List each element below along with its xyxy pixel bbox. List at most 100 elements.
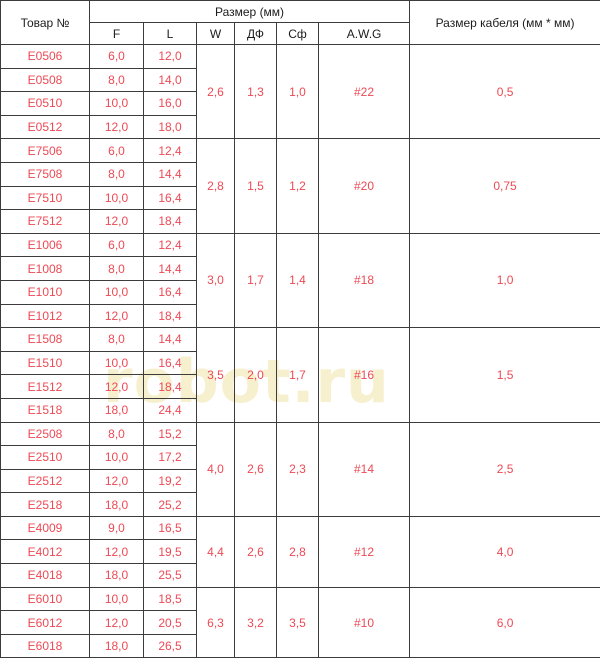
cell-awg: #14 bbox=[319, 422, 410, 516]
cell-f: 12,0 bbox=[90, 304, 144, 328]
cell-item-no: E1508 bbox=[1, 328, 90, 352]
cell-f: 8,0 bbox=[90, 162, 144, 186]
header-cable-size: Размер кабеля (мм * мм) bbox=[410, 1, 600, 45]
cell-item-no: E6012 bbox=[1, 611, 90, 635]
cell-f: 10,0 bbox=[90, 351, 144, 375]
cell-df: 2,6 bbox=[235, 422, 277, 516]
cell-l: 16,5 bbox=[144, 516, 197, 540]
header-sub-cf: Сф bbox=[277, 23, 319, 45]
cell-f: 10,0 bbox=[90, 280, 144, 304]
cell-l: 18,4 bbox=[144, 375, 197, 399]
header-row-top: Товар № Размер (мм) Размер кабеля (мм * … bbox=[1, 1, 600, 23]
cell-df: 3,2 bbox=[235, 587, 277, 658]
cell-awg: #20 bbox=[319, 139, 410, 233]
cell-item-no: E7512 bbox=[1, 210, 90, 234]
cell-l: 19,2 bbox=[144, 469, 197, 493]
cell-item-no: E1010 bbox=[1, 280, 90, 304]
cell-item-no: E1008 bbox=[1, 257, 90, 281]
cell-df: 1,5 bbox=[235, 139, 277, 233]
cell-item-no: E7506 bbox=[1, 139, 90, 163]
cell-item-no: E1012 bbox=[1, 304, 90, 328]
cell-df: 2,0 bbox=[235, 328, 277, 422]
cell-item-no: E0512 bbox=[1, 115, 90, 139]
cell-f: 8,0 bbox=[90, 68, 144, 92]
cell-cf: 1,0 bbox=[277, 45, 319, 139]
cell-cf: 1,4 bbox=[277, 233, 319, 327]
cell-cable-size: 0,75 bbox=[410, 139, 600, 233]
cell-l: 14,4 bbox=[144, 257, 197, 281]
cell-l: 17,2 bbox=[144, 446, 197, 470]
cell-w: 6,3 bbox=[197, 587, 235, 658]
cell-cf: 2,3 bbox=[277, 422, 319, 516]
header-sub-df: ДФ bbox=[235, 23, 277, 45]
cell-awg: #18 bbox=[319, 233, 410, 327]
cell-w: 2,6 bbox=[197, 45, 235, 139]
cell-item-no: E1512 bbox=[1, 375, 90, 399]
cell-w: 3,0 bbox=[197, 233, 235, 327]
cell-item-no: E7508 bbox=[1, 162, 90, 186]
cell-awg: #12 bbox=[319, 516, 410, 587]
cell-l: 25,5 bbox=[144, 564, 197, 588]
cell-item-no: E7510 bbox=[1, 186, 90, 210]
cell-item-no: E2512 bbox=[1, 469, 90, 493]
cell-l: 18,4 bbox=[144, 304, 197, 328]
cell-f: 6,0 bbox=[90, 233, 144, 257]
cell-f: 18,0 bbox=[90, 493, 144, 517]
cell-l: 18,5 bbox=[144, 587, 197, 611]
cell-cf: 1,7 bbox=[277, 328, 319, 422]
cell-f: 10,0 bbox=[90, 186, 144, 210]
cell-l: 16,4 bbox=[144, 280, 197, 304]
cell-awg: #16 bbox=[319, 328, 410, 422]
cell-cable-size: 1,0 bbox=[410, 233, 600, 327]
cell-df: 1,7 bbox=[235, 233, 277, 327]
cell-f: 6,0 bbox=[90, 139, 144, 163]
cell-cable-size: 0,5 bbox=[410, 45, 600, 139]
cell-w: 4,0 bbox=[197, 422, 235, 516]
cell-f: 12,0 bbox=[90, 375, 144, 399]
cell-l: 12,4 bbox=[144, 233, 197, 257]
cell-cable-size: 2,5 bbox=[410, 422, 600, 516]
cell-f: 18,0 bbox=[90, 398, 144, 422]
cell-f: 12,0 bbox=[90, 469, 144, 493]
cell-f: 18,0 bbox=[90, 564, 144, 588]
cell-item-no: E2510 bbox=[1, 446, 90, 470]
header-sub-awg: A.W.G bbox=[319, 23, 410, 45]
cell-l: 20,5 bbox=[144, 611, 197, 635]
cell-l: 25,2 bbox=[144, 493, 197, 517]
cell-item-no: E0508 bbox=[1, 68, 90, 92]
cell-l: 14,4 bbox=[144, 162, 197, 186]
cell-f: 6,0 bbox=[90, 45, 144, 69]
cell-l: 16,4 bbox=[144, 186, 197, 210]
cell-l: 24,4 bbox=[144, 398, 197, 422]
table-header: Товар № Размер (мм) Размер кабеля (мм * … bbox=[1, 1, 600, 45]
cell-l: 18,0 bbox=[144, 115, 197, 139]
cell-w: 3,5 bbox=[197, 328, 235, 422]
cell-item-no: E0510 bbox=[1, 92, 90, 116]
cell-item-no: E4018 bbox=[1, 564, 90, 588]
cell-f: 10,0 bbox=[90, 587, 144, 611]
cell-df: 2,6 bbox=[235, 516, 277, 587]
cell-f: 8,0 bbox=[90, 422, 144, 446]
cell-item-no: E2518 bbox=[1, 493, 90, 517]
cell-cf: 1,2 bbox=[277, 139, 319, 233]
cell-f: 8,0 bbox=[90, 257, 144, 281]
cell-item-no: E6018 bbox=[1, 634, 90, 658]
header-sub-w: W bbox=[197, 23, 235, 45]
cell-l: 14,0 bbox=[144, 68, 197, 92]
cell-l: 26,5 bbox=[144, 634, 197, 658]
cell-f: 9,0 bbox=[90, 516, 144, 540]
cell-f: 10,0 bbox=[90, 446, 144, 470]
cell-cable-size: 6,0 bbox=[410, 587, 600, 658]
cell-item-no: E1006 bbox=[1, 233, 90, 257]
header-item-no: Товар № bbox=[1, 1, 90, 45]
cell-l: 12,0 bbox=[144, 45, 197, 69]
cell-f: 10,0 bbox=[90, 92, 144, 116]
